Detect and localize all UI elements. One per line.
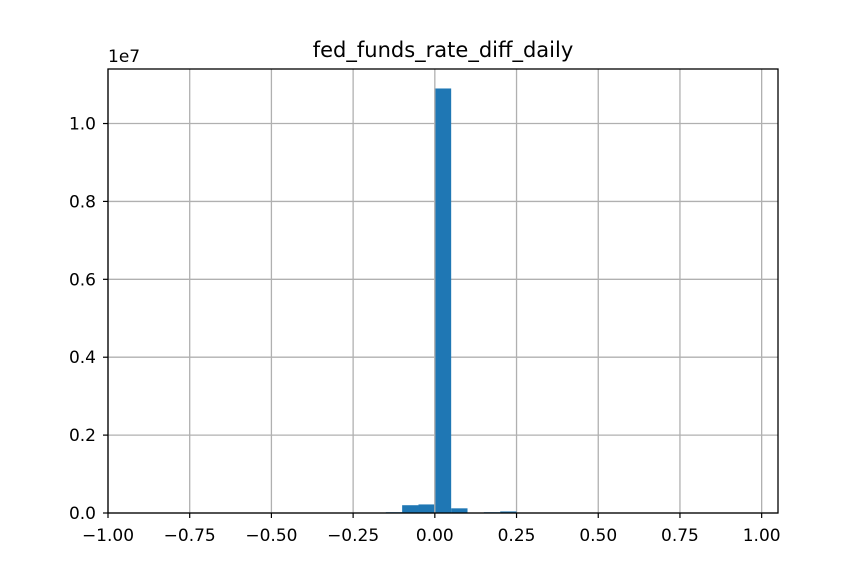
tick-marks (103, 122, 763, 518)
y-axis-offset-label: 1e7 (108, 47, 140, 67)
x-tick-label: 0.00 (416, 526, 454, 546)
y-tick-label: 0.0 (69, 504, 96, 524)
x-tick-label: −1.00 (82, 526, 134, 546)
histogram-bar (418, 504, 435, 513)
y-tick-label: 0.4 (69, 348, 96, 368)
x-tick-label: −0.50 (245, 526, 297, 546)
axes-spine (107, 68, 779, 514)
histogram-bar (451, 508, 468, 513)
x-tick-label: 0.50 (579, 526, 617, 546)
y-tick-label: 0.2 (69, 426, 96, 446)
x-tick-label: 1.00 (743, 526, 781, 546)
y-tick-label: 1.0 (69, 115, 96, 135)
y-tick-label: 0.6 (69, 270, 96, 290)
x-tick-label: −0.25 (327, 526, 379, 546)
axes-frame (107, 68, 779, 514)
histogram-bar (500, 511, 517, 513)
tick-labels: −1.00 −0.75 −0.50 −0.25 0.00 0.25 0.50 0.75 1.00… (69, 115, 781, 546)
histogram-bar (402, 505, 419, 513)
y-tick-label: 0.8 (69, 192, 96, 212)
x-tick-label: −0.75 (164, 526, 216, 546)
histogram-bar (434, 88, 452, 513)
chart-title: fed_funds_rate_diff_daily (313, 38, 574, 63)
x-tick-label: 0.75 (661, 526, 699, 546)
histogram-bars (385, 88, 517, 514)
x-tick-label: 0.25 (498, 526, 536, 546)
